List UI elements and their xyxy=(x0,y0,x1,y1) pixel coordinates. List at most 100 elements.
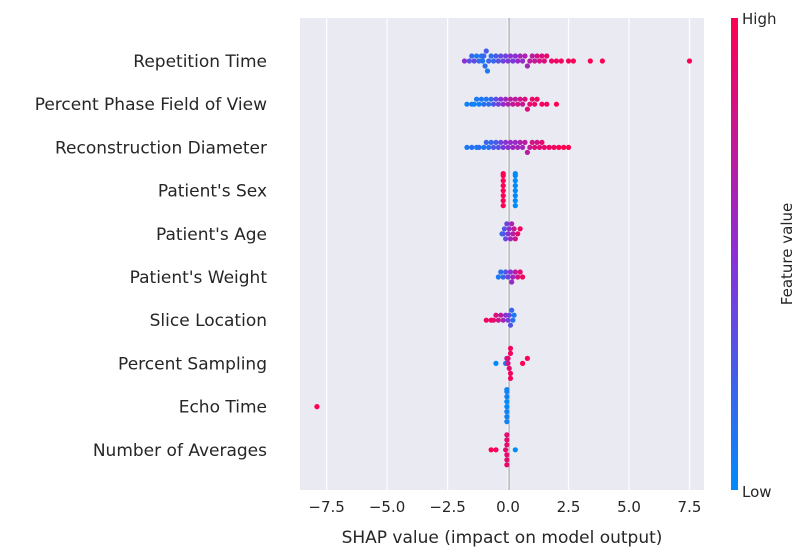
shap-point xyxy=(517,269,523,275)
shap-point xyxy=(476,144,482,150)
shap-point xyxy=(587,58,593,64)
shap-point xyxy=(478,96,485,102)
shap-point xyxy=(510,144,516,150)
shap-point xyxy=(527,58,533,64)
shap-point xyxy=(506,226,512,232)
x-tick-label: −2.5 xyxy=(429,498,465,516)
shap-point xyxy=(506,312,512,318)
shap-point xyxy=(504,394,510,400)
shap-point xyxy=(524,63,531,69)
shap-point xyxy=(500,183,506,189)
shap-point xyxy=(504,404,510,410)
shap-point xyxy=(505,101,511,107)
shap-point xyxy=(495,274,501,280)
shap-point xyxy=(536,58,543,64)
shap-point xyxy=(484,68,491,74)
x-tick-label: 0.0 xyxy=(496,498,520,516)
shap-point xyxy=(524,106,531,112)
shap-point xyxy=(534,53,540,59)
shap-point xyxy=(500,178,506,184)
shap-point xyxy=(524,149,531,155)
shap-point xyxy=(507,269,514,275)
shap-point xyxy=(507,370,514,376)
shap-point xyxy=(503,269,509,275)
shap-point xyxy=(512,447,518,453)
shap-point xyxy=(498,269,504,275)
shap-point xyxy=(512,198,518,204)
shap-point xyxy=(473,53,480,59)
feature-label: Percent Sampling xyxy=(118,354,267,374)
shap-point xyxy=(565,58,572,64)
shap-point xyxy=(483,139,489,145)
shap-point xyxy=(483,96,489,102)
shap-point xyxy=(510,58,516,64)
shap-point xyxy=(469,144,475,150)
shap-point xyxy=(500,101,506,107)
shap-point xyxy=(527,144,533,150)
shap-point xyxy=(473,96,480,102)
shap-point xyxy=(522,96,528,102)
grid-lines xyxy=(326,18,691,490)
shap-point xyxy=(507,322,514,328)
shap-point xyxy=(512,178,518,184)
shap-point xyxy=(534,96,540,102)
shap-point xyxy=(488,139,494,145)
shap-point xyxy=(529,96,535,102)
shap-point xyxy=(469,53,475,59)
shap-point xyxy=(503,236,509,242)
shap-point xyxy=(507,96,514,102)
shap-point xyxy=(519,360,526,366)
feature-label: Reconstruction Diameter xyxy=(55,138,267,158)
shap-point xyxy=(482,63,488,69)
shap-point xyxy=(510,231,516,237)
shap-point xyxy=(517,226,523,232)
shap-point xyxy=(504,442,510,448)
shap-point xyxy=(505,144,511,150)
shap-point xyxy=(500,58,506,64)
shap-point xyxy=(539,139,545,145)
shap-points xyxy=(314,48,693,468)
shap-point xyxy=(504,432,510,438)
shap-point xyxy=(515,274,521,280)
shap-point xyxy=(500,231,506,237)
shap-point xyxy=(529,53,535,59)
shap-point xyxy=(498,53,504,59)
shap-point xyxy=(510,274,516,280)
feature-label: Slice Location xyxy=(150,311,267,331)
shap-point xyxy=(500,144,506,150)
x-tick-label: 7.5 xyxy=(678,498,702,516)
shap-point xyxy=(498,139,504,145)
shap-point xyxy=(483,48,489,54)
shap-point xyxy=(532,101,538,107)
shap-point xyxy=(488,447,494,453)
shap-point xyxy=(541,144,547,150)
shap-point xyxy=(505,317,511,323)
shap-point xyxy=(464,144,470,150)
feature-label: Patient's Sex xyxy=(158,182,267,202)
x-tick-labels: −7.5 −5.0 −2.5 0.0 2.5 5.0 7.5 xyxy=(308,498,701,516)
shap-point xyxy=(515,231,521,237)
shap-point xyxy=(504,414,510,420)
shap-point xyxy=(495,144,501,150)
feature-label: Number of Averages xyxy=(93,441,267,461)
shap-point xyxy=(512,53,518,59)
shap-point xyxy=(504,419,510,425)
shap-point xyxy=(471,101,477,107)
shap-point xyxy=(507,53,514,59)
shap-point xyxy=(493,360,499,366)
colorbar-low-label: Low xyxy=(742,483,772,501)
shap-point xyxy=(504,437,510,443)
shap-point xyxy=(488,53,494,59)
shap-point xyxy=(505,58,511,64)
shap-point xyxy=(553,101,560,107)
shap-point xyxy=(507,350,514,356)
shap-point xyxy=(493,447,499,453)
shap-point xyxy=(511,226,517,232)
shap-point xyxy=(503,96,509,102)
plot-area xyxy=(300,18,704,490)
shap-point xyxy=(498,96,504,102)
shap-point xyxy=(504,221,510,227)
shap-point xyxy=(546,144,552,150)
shap-point xyxy=(503,312,509,318)
shap-point xyxy=(493,53,499,59)
